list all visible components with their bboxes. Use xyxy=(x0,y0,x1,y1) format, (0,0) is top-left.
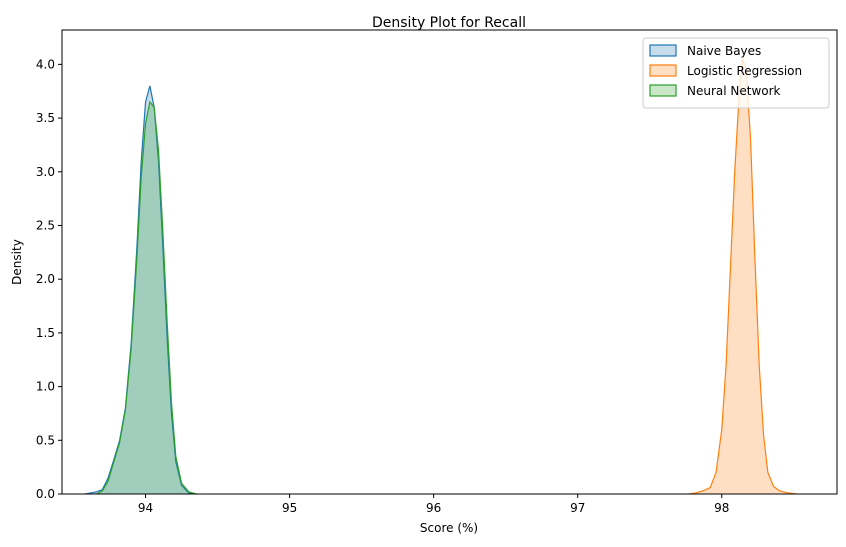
y-tick-label: 0.0 xyxy=(36,487,55,501)
density-line-naive-bayes xyxy=(84,85,197,495)
y-tick-label: 3.0 xyxy=(36,165,55,179)
x-tick-label: 96 xyxy=(426,501,441,515)
x-tick-label: 95 xyxy=(282,501,297,515)
legend-label-naive-bayes: Naive Bayes xyxy=(687,44,761,58)
density-line-neural-network xyxy=(96,100,197,495)
density-area-naive-bayes xyxy=(85,85,196,494)
legend-label-neural-network: Neural Network xyxy=(687,84,781,98)
legend-box xyxy=(642,37,830,109)
y-axis: 0.0 0.5 1.0 1.5 2.0 2.5 3.0 3.5 4.0 xyxy=(36,57,62,501)
y-axis-label: Density xyxy=(10,239,24,285)
plot-frame xyxy=(61,29,838,495)
legend: Naive Bayes Logistic Regression Neural Net… xyxy=(642,37,830,109)
x-axis-label: Score (%) xyxy=(420,521,478,535)
x-tick-label: 98 xyxy=(714,501,729,515)
legend-swatch-logistic-regression xyxy=(649,64,677,77)
y-tick-label: 2.0 xyxy=(36,272,55,286)
legend-swatch-naive-bayes xyxy=(649,44,677,57)
chart-title: Density Plot for Recall xyxy=(372,15,526,31)
legend-swatch-neural-network xyxy=(649,84,677,97)
y-tick-label: 2.5 xyxy=(36,218,55,232)
x-tick-label: 94 xyxy=(138,501,153,515)
y-tick-label: 0.5 xyxy=(36,433,55,447)
y-tick-label: 1.0 xyxy=(36,380,55,394)
x-tick-label: 97 xyxy=(570,501,585,515)
density-area-logistic-regression xyxy=(688,59,797,494)
y-tick-label: 1.5 xyxy=(36,326,55,340)
legend-label-logistic-regression: Logistic Regression xyxy=(687,64,802,78)
y-tick-label: 3.5 xyxy=(36,111,55,125)
y-tick-label: 4.0 xyxy=(36,57,55,71)
x-axis: 94 95 96 97 98 xyxy=(138,494,729,515)
